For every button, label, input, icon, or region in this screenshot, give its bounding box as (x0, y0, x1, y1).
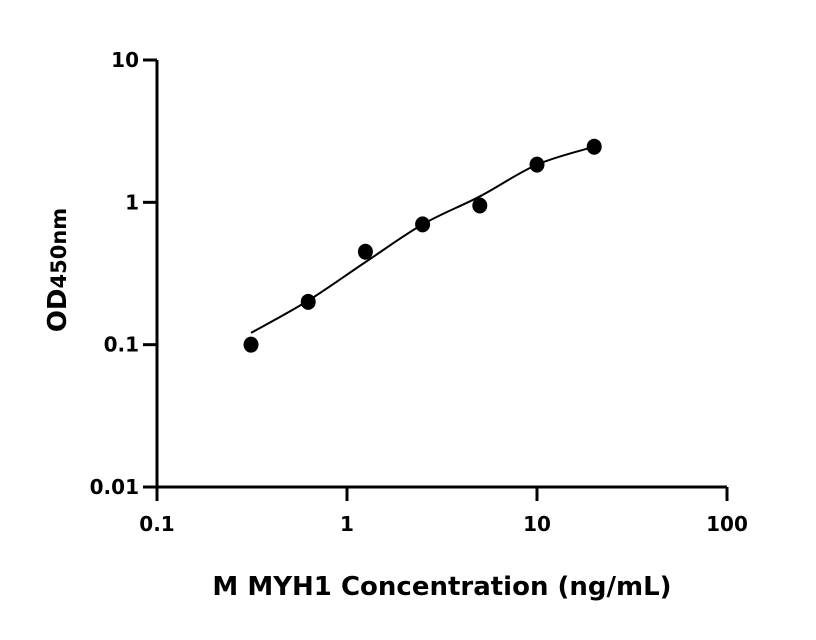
x-tick-label: 10 (523, 512, 551, 536)
y-axis-label: OD450nm (43, 208, 73, 332)
x-tick-label: 0.1 (139, 512, 174, 536)
data-point (472, 197, 488, 214)
x-axis-label: M MYH1 Concentration (ng/mL) (212, 572, 671, 602)
data-point (300, 293, 316, 310)
y-tick-label: 10 (111, 48, 139, 72)
data-point (586, 138, 602, 155)
y-tick-label: 0.1 (104, 333, 139, 357)
data-point (243, 336, 259, 353)
y-tick-label: 0.01 (90, 475, 139, 499)
x-tick-label: 100 (706, 512, 748, 536)
data-point (357, 243, 373, 260)
y-axis-label-main: OD (43, 288, 73, 332)
axes (143, 58, 729, 501)
data-point (529, 156, 545, 173)
x-tick-label: 1 (340, 512, 354, 536)
data-point (415, 216, 431, 233)
y-tick-label: 1 (125, 190, 139, 214)
data-points (243, 138, 602, 353)
y-axis-label-sub: 450nm (47, 208, 71, 289)
